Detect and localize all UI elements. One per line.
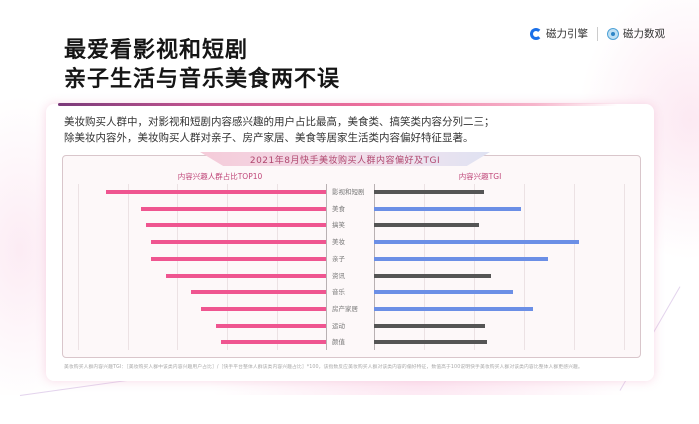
gridline (624, 184, 625, 350)
description-line-1: 美妆购买人群中，对影视和短剧内容感兴趣的用户占比最高，美食类、搞笑类内容分列二三… (64, 116, 495, 128)
share-bar (216, 323, 326, 328)
gridline (524, 184, 525, 350)
tgi-bar (374, 340, 487, 345)
gridline (574, 184, 575, 350)
tgi-bar (374, 323, 485, 328)
tgi-bar (374, 206, 521, 211)
tgi-bar (374, 256, 548, 261)
logo-name: 磁力数观 (623, 28, 665, 40)
gridline (277, 184, 278, 350)
title-line-1: 最爱看影视和短剧 (64, 38, 249, 63)
tgi-bar (374, 306, 533, 311)
tgi-bar (374, 190, 484, 194)
tgi-bar (374, 290, 513, 295)
share-bar (201, 306, 326, 311)
gridline (78, 184, 79, 350)
chart-title-tab (200, 152, 490, 166)
category-label: 影视和短剧 (332, 188, 365, 196)
share-bar (141, 206, 326, 211)
page-title: 最爱看影视和短剧 亲子生活与音乐美食两不误 (64, 36, 340, 94)
logo-divider (597, 26, 598, 41)
logo-name: 磁力引擎 (546, 28, 588, 40)
chart-title: 2021年8月快手美妆购买人群内容偏好及TGI (249, 156, 441, 166)
title-line-2: 亲子生活与音乐美食两不误 (64, 67, 341, 92)
gridline (474, 184, 475, 350)
share-bar (151, 240, 326, 245)
description: 美妆购买人群中，对影视和短剧内容感兴趣的用户占比最高，美食类、搞笑类内容分列二三… (64, 114, 495, 146)
left-chart-subtitle: 内容兴趣人群占比TOP10 (177, 172, 263, 181)
card-accent-line (58, 103, 618, 106)
cili-shuguan-logo-icon (607, 27, 619, 40)
right-chart-subtitle: 内容兴趣TGI (458, 172, 502, 181)
gridline (177, 184, 178, 350)
cili-engine-logo-icon (530, 27, 542, 40)
share-bar (146, 223, 326, 228)
right-axis (374, 184, 375, 350)
share-bar (151, 256, 326, 261)
footnote: 美妆购买人群内容兴趣TGI：［美妆购买人群中该类内容兴趣用户占比］/［快手平台整… (64, 365, 583, 370)
gridline (128, 184, 129, 350)
category-label: 资讯 (332, 271, 345, 280)
category-label: 亲子 (332, 254, 345, 263)
gridline (424, 184, 425, 350)
chart-container (62, 155, 641, 358)
share-bar (221, 340, 326, 345)
category-label: 美妆 (332, 238, 345, 247)
share-bar (166, 273, 326, 278)
logo-cili-engine: 磁力引擎 (530, 26, 588, 41)
brand-logos: 磁力引擎 磁力数观 (530, 26, 665, 41)
tgi-bar (374, 240, 579, 245)
tgi-bar (374, 223, 479, 228)
share-bar (106, 190, 326, 194)
category-label: 音乐 (332, 288, 345, 297)
tgi-bar (374, 273, 491, 278)
logo-cili-shuguan: 磁力数观 (607, 26, 665, 41)
category-label: 房产家居 (332, 304, 358, 313)
category-label: 美食 (332, 204, 345, 213)
category-label: 搞笑 (332, 221, 345, 230)
left-axis (326, 184, 327, 350)
category-label: 颜值 (332, 338, 345, 347)
description-line-2: 除美妆内容外，美妆购买人群对亲子、房产家居、美食等居家生活类内容偏好特征显著。 (64, 132, 474, 144)
category-label: 运动 (332, 321, 345, 330)
share-bar (191, 290, 326, 295)
gridline (227, 184, 228, 350)
